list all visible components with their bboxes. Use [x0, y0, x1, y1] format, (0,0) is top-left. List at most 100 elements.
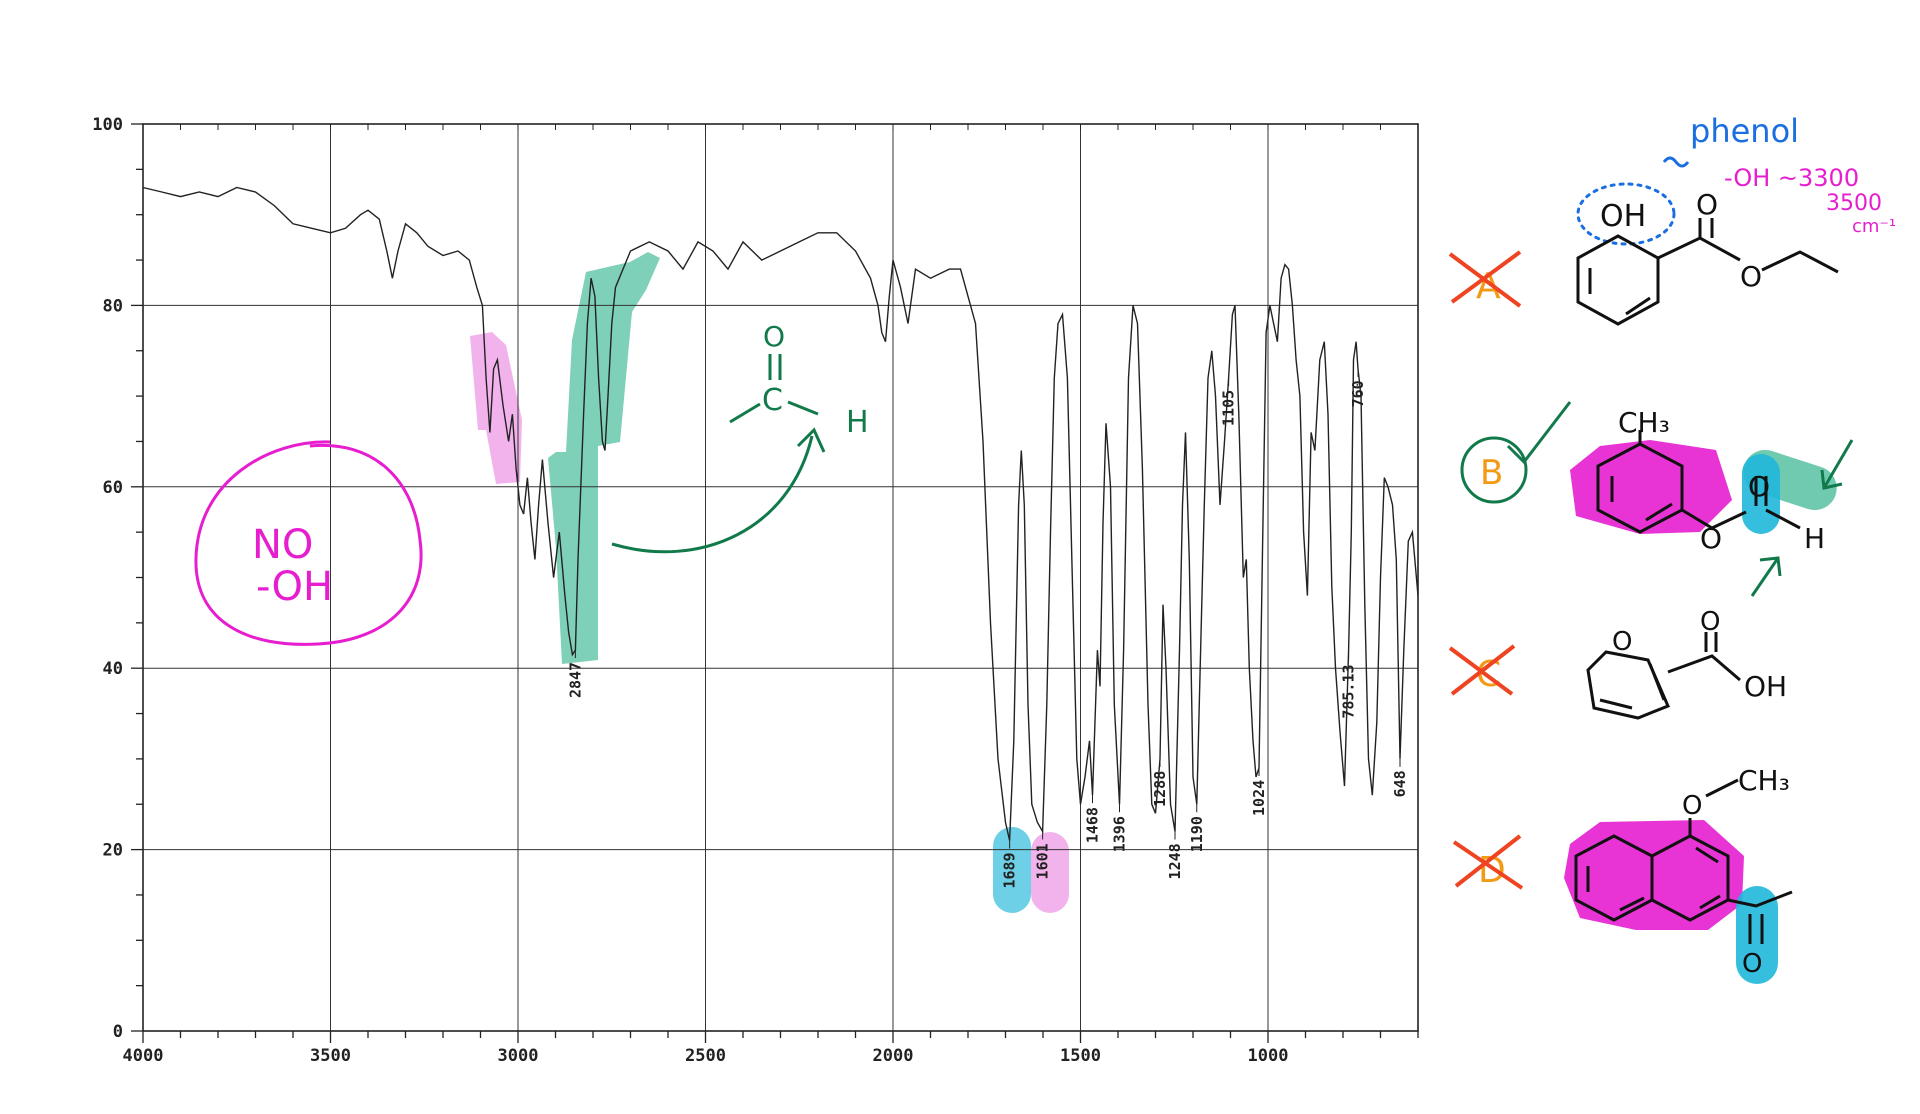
peak-label-1396: 1396 [1111, 816, 1129, 852]
choice-c: C O O OH [1448, 607, 1787, 720]
peak-label-1024: 1024 [1250, 780, 1268, 816]
chart-tick-labels: 4000 3500 3000 2500 2000 1500 1000 100 80 60 40 20 0 [92, 115, 1288, 1066]
choice-b-carbonyl-o: O [1748, 470, 1770, 503]
choice-d-methoxy [1688, 778, 1739, 836]
y-tick-label-40: 40 [103, 659, 123, 679]
peak-label-1601: 1601 [1034, 843, 1052, 879]
choice-d: D O CH₃ O [1452, 764, 1793, 984]
choice-c-ring-o: O [1612, 627, 1632, 657]
aldehyde-left-bond [729, 402, 761, 424]
choice-a-carbonyl-o: O [1696, 188, 1718, 221]
pink-highlight-3080 [470, 332, 522, 484]
choice-d-ring-inner [1586, 846, 1721, 912]
x-tick-label-3000: 3000 [498, 1046, 539, 1066]
cyan-highlight-1689 [993, 827, 1031, 913]
choice-a-ester-chain [1657, 218, 1839, 274]
pink-highlight-1601 [1031, 832, 1069, 913]
choice-a-letter: A [1476, 266, 1501, 307]
aldehyde-arrowhead [796, 427, 826, 453]
ir-chart: 4000 3500 3000 2500 2000 1500 1000 100 80 60 40 20 0… [92, 115, 1419, 1066]
aldehyde-arrow [611, 435, 814, 554]
peak-label-1288: 1288 [1151, 771, 1169, 807]
choice-b-ring [1596, 442, 1684, 534]
peak-label-2847: 2847 [566, 662, 584, 698]
no-oh-annotation: NO -OH [194, 440, 423, 646]
x-tick-label-1000: 1000 [1248, 1046, 1289, 1066]
peak-label-785.13: 785.13 [1340, 664, 1358, 718]
choice-c-carbonyl-o: O [1700, 607, 1720, 637]
choice-c-cross [1448, 644, 1516, 696]
no-oh-circle [194, 440, 423, 646]
aldehyde-c: C [762, 383, 783, 418]
choice-d-acetyl [1727, 890, 1793, 944]
aldehyde-annotation: O C H [611, 320, 869, 554]
plot-frame [142, 123, 1419, 1032]
choice-d-naphthalene-highlight [1564, 820, 1744, 930]
no-oh-text-1: NO [252, 522, 313, 568]
choice-c-furan [1586, 650, 1670, 720]
phenol-oh-circle [1576, 182, 1676, 246]
choice-d-o: O [1682, 791, 1702, 821]
y-tick-label-80: 80 [103, 296, 123, 316]
choice-b-ether-o: O [1700, 522, 1722, 555]
choice-b: B CH₃ O O H [1460, 401, 1854, 597]
choice-c-oh: OH [1744, 670, 1787, 703]
choice-b-ring-inner [1610, 476, 1673, 522]
peak-label-1468: 1468 [1084, 807, 1102, 843]
y-tick-label-20: 20 [103, 841, 123, 861]
oh-range-text: -OH ~3300 [1724, 164, 1859, 192]
choice-a-ester-o: O [1740, 260, 1762, 293]
teal-highlight-aldehyde-ch [548, 252, 660, 664]
x-tick-label-1500: 1500 [1060, 1046, 1101, 1066]
aldehyde-o: O [763, 320, 785, 353]
phenol-label: phenol [1690, 112, 1799, 150]
peak-label-1689: 1689 [1001, 852, 1019, 888]
x-tick-label-2500: 2500 [685, 1046, 726, 1066]
peak-label-648: 648 [1391, 770, 1409, 797]
y-tick-label-100: 100 [92, 115, 123, 135]
choice-d-ring-right [1651, 834, 1730, 922]
choice-a-ring-inner [1588, 268, 1651, 316]
choice-b-arrow-bottom [1750, 556, 1782, 597]
y-tick-label-0: 0 [113, 1022, 123, 1042]
choice-b-carbonyl-bond [1754, 476, 1801, 530]
choice-b-chain [1638, 430, 1747, 530]
peak-label-760: 760 [1349, 380, 1367, 407]
peak-label-1190: 1190 [1188, 816, 1206, 852]
spectrum-line [142, 186, 1419, 841]
y-tick-label-60: 60 [103, 478, 123, 498]
oh-range-text-2: 3500 [1826, 191, 1882, 216]
choice-b-ring-highlight [1570, 440, 1732, 534]
choice-c-furan-inner [1599, 663, 1666, 710]
x-tick-label-4000: 4000 [123, 1046, 164, 1066]
aldehyde-h: H [846, 405, 869, 440]
oh-units-text: cm⁻¹ [1852, 216, 1896, 237]
choice-a-oh: OH [1600, 199, 1646, 234]
x-tick-label-3500: 3500 [310, 1046, 351, 1066]
choice-c-acid-chain [1667, 632, 1741, 682]
choice-d-cross [1452, 834, 1524, 890]
choice-d-carbonyl-highlight [1736, 886, 1778, 984]
choice-a-cross [1448, 250, 1522, 308]
no-oh-text-2: -OH [256, 564, 333, 610]
choice-b-arrow-top [1820, 439, 1854, 490]
choice-d-ch3: CH₃ [1738, 764, 1790, 797]
answer-choices: A phenol -OH ~3300 3500 cm⁻¹ OH O O B CH… [1448, 112, 1896, 984]
choice-b-letter: B [1480, 453, 1503, 493]
chart-grid [142, 123, 1419, 1032]
aldehyde-right-bond [787, 400, 819, 416]
x-tick-label-2000: 2000 [873, 1046, 914, 1066]
choice-b-circle [1460, 436, 1528, 504]
choice-b-h: H [1804, 522, 1825, 555]
choice-b-ch3: CH₃ [1618, 406, 1670, 439]
peak-label-1105: 1105 [1220, 390, 1238, 426]
choice-a: A phenol -OH ~3300 3500 cm⁻¹ OH O O [1448, 112, 1896, 326]
peak-label-1248: 1248 [1166, 843, 1184, 879]
chart-ticks [131, 123, 1419, 1043]
phenol-tilde [1662, 156, 1690, 168]
choice-b-checkmark [1506, 401, 1572, 465]
choice-d-carbonyl-o: O [1742, 949, 1762, 979]
highlight-layer [470, 252, 1069, 913]
